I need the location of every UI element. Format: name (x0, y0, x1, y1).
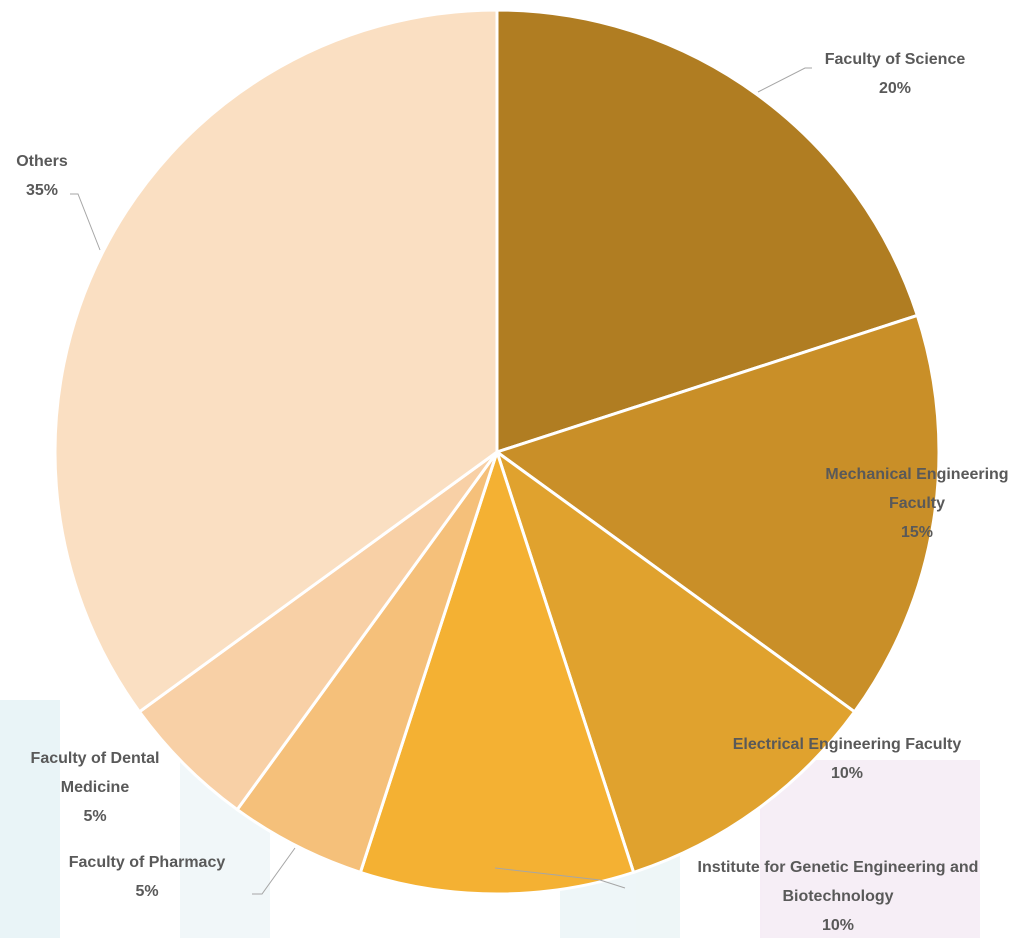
value-label: 35% (2, 176, 82, 205)
data-label: Institute for Genetic Engineering and Bi… (653, 853, 1021, 940)
category-label: Faculty of Dental Medicine (10, 744, 180, 802)
category-label: Mechanical Engineering Faculty (822, 460, 1012, 518)
category-label: Faculty of Science (795, 45, 995, 74)
page: Faculty of Science20% Mechanical Engineer… (0, 0, 1021, 938)
category-label: Institute for Genetic Engineering and Bi… (653, 853, 1021, 911)
category-label: Faculty of Pharmacy (37, 848, 257, 877)
value-label: 15% (822, 518, 1012, 547)
category-label: Electrical Engineering Faculty (732, 730, 962, 759)
value-label: 10% (732, 759, 962, 788)
value-label: 5% (37, 877, 257, 906)
value-label: 10% (653, 911, 1021, 940)
value-label: 20% (795, 74, 995, 103)
value-label: 5% (10, 802, 180, 831)
category-label: Others (2, 147, 82, 176)
